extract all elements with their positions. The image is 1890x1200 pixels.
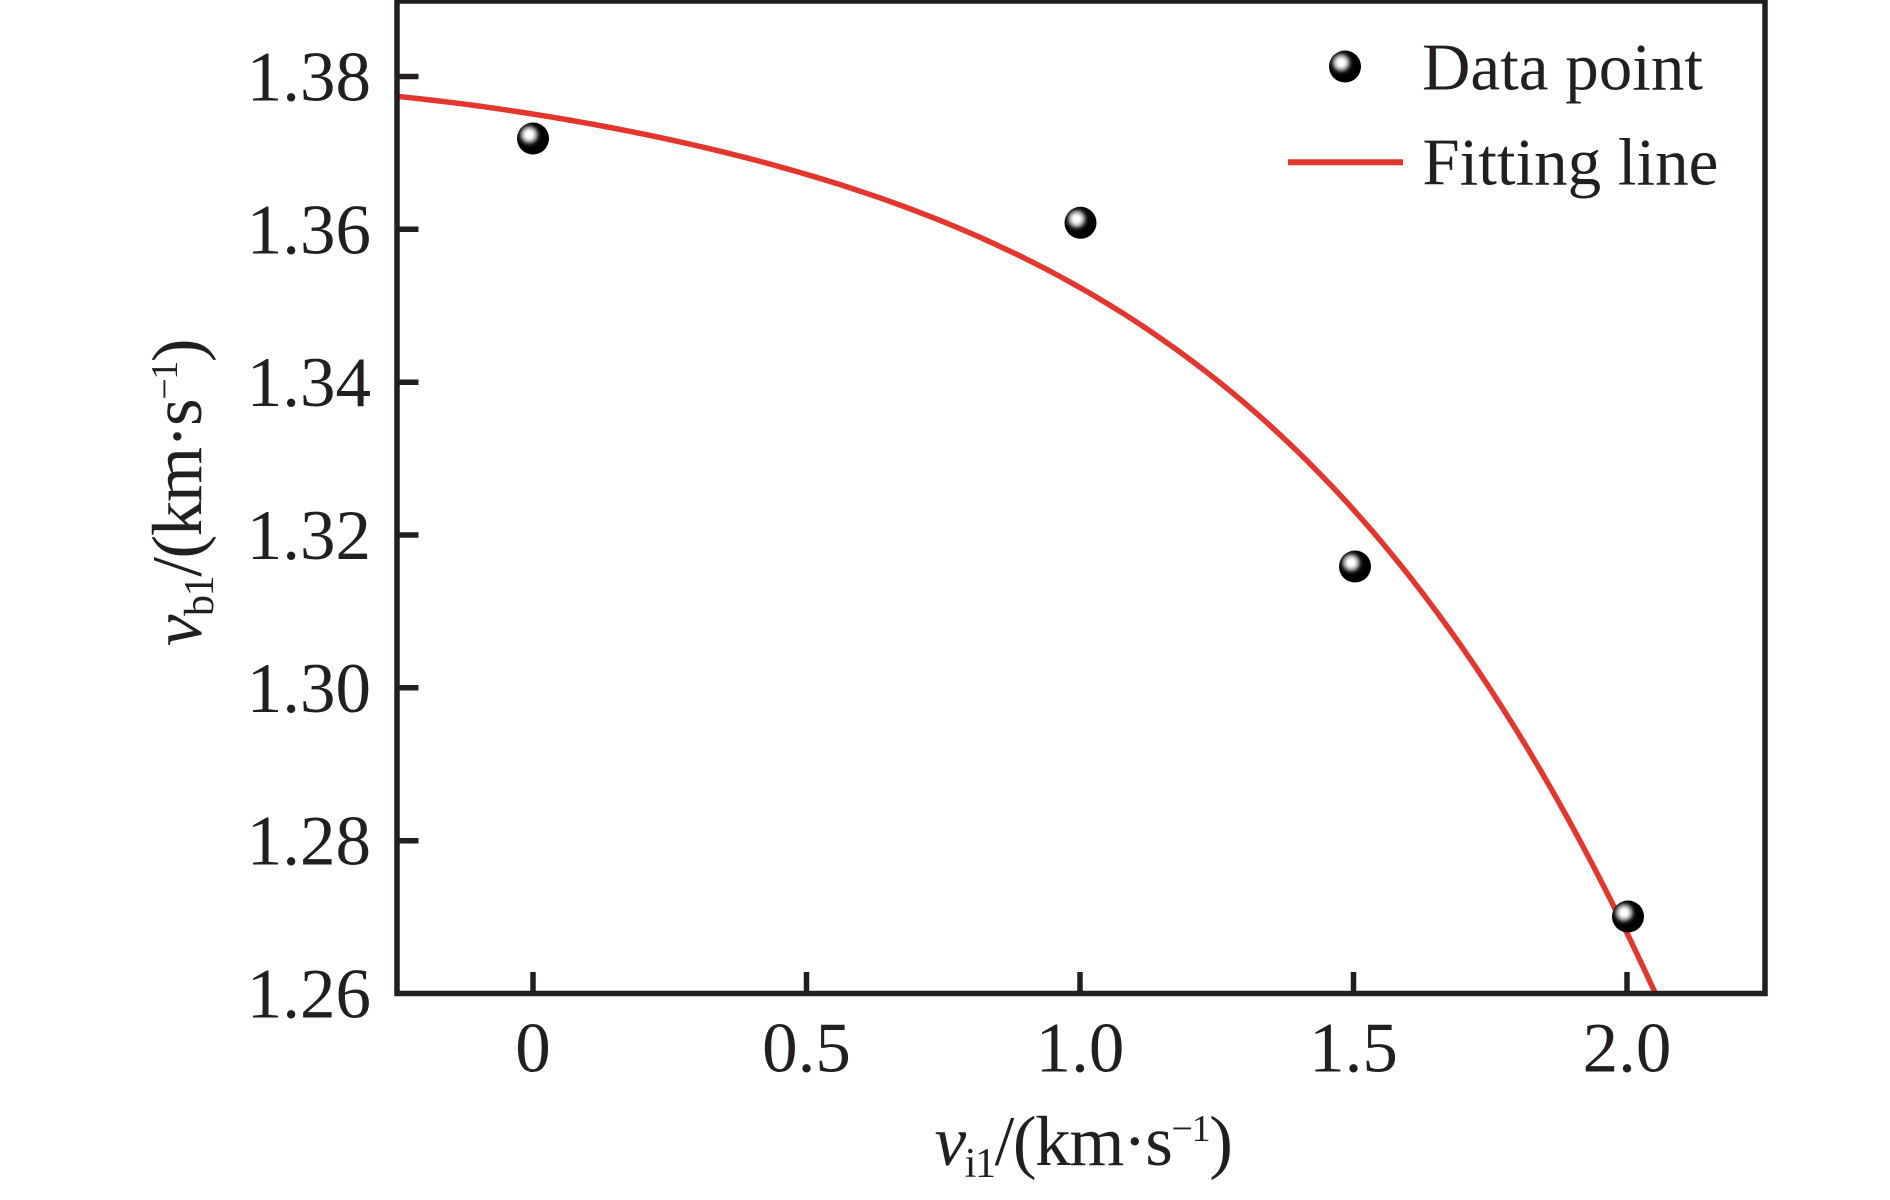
svg-text:1.26: 1.26 xyxy=(247,956,371,1034)
svg-text:vi1/(km·s−1): vi1/(km·s−1) xyxy=(935,1103,1232,1187)
svg-text:1.32: 1.32 xyxy=(247,497,371,575)
svg-text:2.0: 2.0 xyxy=(1583,1010,1672,1088)
svg-text:1.5: 1.5 xyxy=(1309,1010,1398,1088)
svg-text:0: 0 xyxy=(515,1010,551,1088)
svg-text:1.28: 1.28 xyxy=(247,803,371,881)
svg-text:Data point: Data point xyxy=(1422,30,1703,104)
svg-text:1.34: 1.34 xyxy=(247,344,371,422)
svg-text:1.30: 1.30 xyxy=(247,650,371,728)
svg-text:vb1/(km·s−1): vb1/(km·s−1) xyxy=(139,340,223,646)
svg-text:1.0: 1.0 xyxy=(1036,1010,1125,1088)
svg-text:0.5: 0.5 xyxy=(762,1010,851,1088)
svg-text:Fitting line: Fitting line xyxy=(1422,125,1718,199)
svg-text:1.36: 1.36 xyxy=(247,191,371,269)
svg-text:1.38: 1.38 xyxy=(247,39,371,117)
